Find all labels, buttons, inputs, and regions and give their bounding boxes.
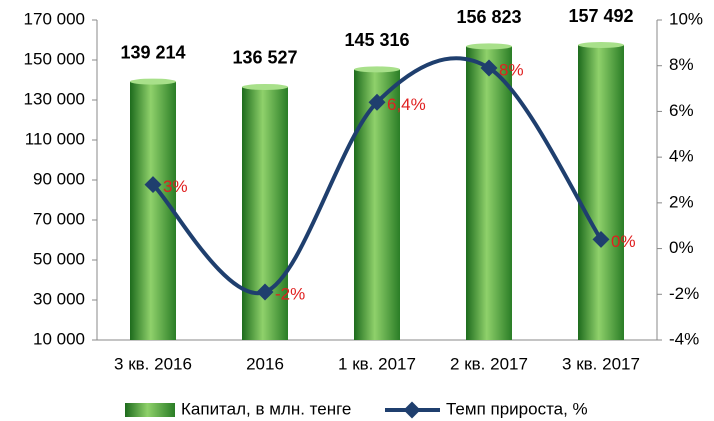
bar-top [466,43,512,50]
bar [354,69,400,341]
y2-tick-label: 10% [669,9,703,28]
y-tick-label: 150 000 [24,49,85,68]
line-value-label: 3% [163,177,188,196]
bar-value-label: 156 823 [456,7,521,27]
legend-label: Темп прироста, % [446,399,588,418]
line-value-label: -2% [275,284,305,303]
x-tick-label: 3 кв. 2016 [114,354,192,373]
y2-tick-label: -4% [669,329,699,348]
bar-top [354,66,400,73]
y2-tick-label: 8% [669,55,694,74]
line-marker [592,230,610,248]
y-tick-label: 90 000 [33,169,85,188]
bar [466,46,512,340]
y-tick-label: 110 000 [25,129,85,148]
bar-value-label: 157 492 [568,6,633,26]
legend-marker [403,401,421,419]
y-tick-label: 70 000 [33,209,85,228]
bar-value-label: 139 214 [120,42,185,62]
y-tick-label: 10 000 [33,329,85,348]
line-marker [256,283,274,301]
x-tick-label: 2016 [246,354,284,373]
y-tick-label: 170 000 [24,9,85,28]
bar-top [130,78,176,85]
bar-top [578,42,624,49]
y-tick-label: 50 000 [33,249,85,268]
bar-value-label: 136 527 [232,48,297,68]
bar [578,45,624,341]
legend-swatch [125,403,175,417]
line-value-label: 6,4% [387,95,426,114]
line-marker [144,176,162,194]
y-tick-label: 30 000 [33,289,85,308]
y2-tick-label: 2% [669,192,694,211]
y2-tick-label: -2% [669,284,699,303]
line-value-label: 0% [611,232,636,251]
y2-tick-label: 4% [669,147,694,166]
line-value-label: 8% [499,60,524,79]
legend-label: Капитал, в млн. тенге [181,399,351,418]
line-marker [368,93,386,111]
y2-tick-label: 0% [669,238,694,257]
bar [130,81,176,341]
y-tick-label: 130 000 [24,89,85,108]
y2-tick-label: 6% [669,101,694,120]
x-tick-label: 3 кв. 2017 [562,354,640,373]
bar-top [242,83,288,90]
bar-value-label: 145 316 [344,30,409,50]
x-tick-label: 2 кв. 2017 [450,354,528,373]
x-tick-label: 1 кв. 2017 [338,354,416,373]
